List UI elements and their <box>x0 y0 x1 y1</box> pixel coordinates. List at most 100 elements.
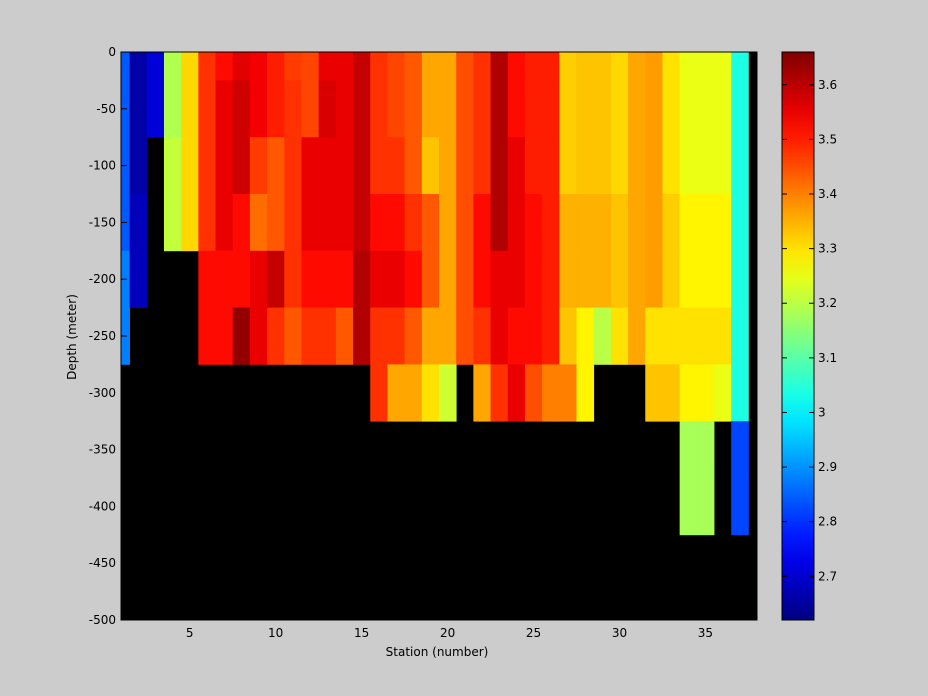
heatmap-cell <box>267 250 285 308</box>
x-tick-label: 5 <box>186 626 194 640</box>
heatmap-cell <box>353 307 371 365</box>
heatmap-cell <box>198 52 216 81</box>
heatmap-cell <box>696 478 715 536</box>
y-tick-label: -350 <box>89 443 116 457</box>
heatmap-cell <box>249 52 268 81</box>
heatmap-cell <box>473 250 491 308</box>
heatmap-cell <box>662 364 681 422</box>
colorbar-tick-label: 3.2 <box>818 296 837 310</box>
heatmap-cell <box>645 80 663 138</box>
heatmap-cell <box>353 137 371 195</box>
heatmap-cell <box>353 194 371 252</box>
heatmap-cell <box>542 137 560 195</box>
heatmap-cell <box>318 137 337 195</box>
x-tick-label: 20 <box>440 626 455 640</box>
heatmap-cell <box>215 307 234 365</box>
heatmap-cell <box>404 250 423 308</box>
heatmap-cell <box>163 194 182 252</box>
heatmap-cell <box>507 137 526 195</box>
heatmap-cell <box>662 307 681 365</box>
heatmap-cell <box>714 307 732 365</box>
heatmap-cell <box>628 194 646 252</box>
heatmap-cell <box>249 250 268 308</box>
heatmap-cell <box>731 52 749 81</box>
heatmap-cell <box>404 194 423 252</box>
heatmap-cell <box>731 478 749 536</box>
heatmap-cell <box>301 52 320 81</box>
heatmap-cell <box>439 307 457 365</box>
heatmap-cell <box>353 80 371 138</box>
heatmap-cell <box>662 52 681 81</box>
y-tick-label: -500 <box>89 613 116 627</box>
heatmap-cell <box>593 194 612 252</box>
heatmap-cell <box>628 137 646 195</box>
heatmap-cell <box>662 250 681 308</box>
heatmap-cell <box>456 137 474 195</box>
heatmap-cell <box>129 52 148 81</box>
heatmap-cell <box>610 80 629 138</box>
heatmap-cell <box>576 250 595 308</box>
heatmap-cell <box>714 194 732 252</box>
heatmap-cell <box>353 52 371 81</box>
x-tick-label: 10 <box>268 626 283 640</box>
heatmap-cell <box>696 52 715 81</box>
heatmap-cell <box>284 307 302 365</box>
heatmap-cell <box>490 80 509 138</box>
heatmap-cell <box>387 52 406 81</box>
y-tick-label: -250 <box>89 329 116 343</box>
heatmap-cell <box>628 52 646 81</box>
heatmap-cell <box>404 52 423 81</box>
heatmap-cell <box>696 307 715 365</box>
heatmap-cell <box>284 194 302 252</box>
heatmap-cell <box>146 52 165 81</box>
heatmap-cell <box>129 80 148 138</box>
colorbar-tick-label: 3.4 <box>818 187 837 201</box>
y-axis-ticks: 0 -50 -100 -150 -200 -250 -300 -350 -400 -450 -500 <box>89 45 127 627</box>
heatmap-cell <box>456 250 474 308</box>
heatmap-cell <box>232 250 251 308</box>
heatmap-cell <box>335 194 354 252</box>
heatmap-cell <box>714 137 732 195</box>
heatmap-cell <box>404 364 423 422</box>
heatmap-cell <box>542 250 560 308</box>
colorbar-tick-label: 3.3 <box>818 242 837 256</box>
heatmap-cell <box>576 194 595 252</box>
heatmap-cell <box>628 250 646 308</box>
heatmap-cell <box>559 194 577 252</box>
x-axis-ticks: 5 10 15 20 25 30 35 <box>186 614 713 640</box>
heatmap-cell <box>318 52 337 81</box>
heatmap-cell <box>370 194 388 252</box>
heatmap-cell <box>456 194 474 252</box>
x-tick-label: 30 <box>612 626 627 640</box>
heatmap-cell <box>524 307 543 365</box>
heatmap-cell <box>679 478 698 536</box>
heatmap-cell <box>335 52 354 81</box>
heatmap-cell <box>576 80 595 138</box>
heatmap-cell <box>542 307 560 365</box>
heatmap-cell <box>129 137 148 195</box>
colorbar-ticks: 2.7 2.8 2.9 3 3.1 3.2 3.3 3.4 3.5 3.6 <box>782 78 837 583</box>
heatmap-cell <box>249 194 268 252</box>
heatmap-cell <box>439 52 457 81</box>
heatmap-cell <box>404 137 423 195</box>
heatmap-cell <box>490 307 509 365</box>
heatmap-cell <box>439 194 457 252</box>
heatmap-cell <box>370 307 388 365</box>
y-tick-label: -400 <box>89 499 116 513</box>
heatmap-cell <box>370 364 388 422</box>
heatmap-cell <box>679 421 698 479</box>
heatmap-cell <box>731 137 749 195</box>
heatmap-cell <box>593 80 612 138</box>
heatmap-cell <box>714 52 732 81</box>
heatmap-cell <box>232 194 251 252</box>
x-tick-label: 15 <box>354 626 369 640</box>
heatmap-cell <box>731 307 749 365</box>
heatmap-cell <box>267 137 285 195</box>
x-axis-title: Station (number) <box>386 645 489 659</box>
colorbar-tick-label: 3.5 <box>818 132 837 146</box>
heatmap-cell <box>507 52 526 81</box>
x-tick-label: 25 <box>526 626 541 640</box>
heatmap-cell <box>696 80 715 138</box>
heatmap-cell <box>524 250 543 308</box>
y-axis-title: Depth (meter) <box>65 294 79 380</box>
